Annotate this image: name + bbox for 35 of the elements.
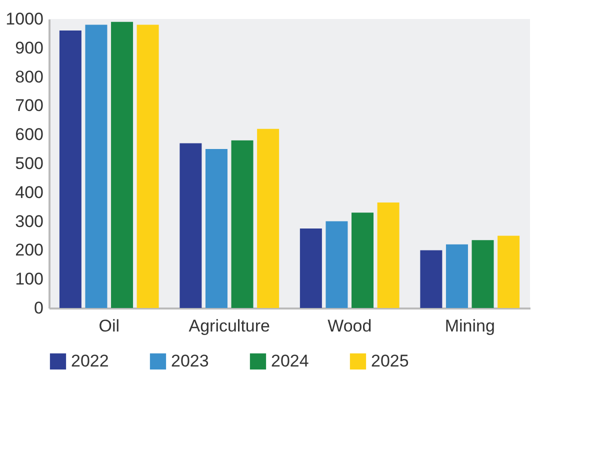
bar xyxy=(180,143,202,308)
legend-label: 2023 xyxy=(171,351,209,370)
legend-label: 2025 xyxy=(371,351,409,370)
bar xyxy=(231,140,254,308)
y-tick-label: 400 xyxy=(15,182,44,202)
x-tick-label: Mining xyxy=(444,316,495,336)
bar xyxy=(472,240,494,308)
y-tick-label: 800 xyxy=(15,67,44,86)
y-tick-label: 300 xyxy=(15,212,44,231)
bar xyxy=(205,149,228,308)
bar xyxy=(111,22,134,308)
y-tick-label: 500 xyxy=(15,154,44,173)
y-tick-label: 900 xyxy=(15,38,44,58)
y-tick-label: 0 xyxy=(34,298,44,318)
bar xyxy=(498,236,520,308)
legend-label: 2024 xyxy=(271,351,309,370)
y-tick-label: 700 xyxy=(15,96,44,116)
bar xyxy=(446,244,468,308)
x-tick-label: Agriculture xyxy=(188,316,270,336)
bar xyxy=(59,30,82,308)
bar xyxy=(300,228,322,308)
bar xyxy=(377,202,400,308)
x-tick-label: Oil xyxy=(98,316,120,336)
y-tick-label: 600 xyxy=(15,125,44,144)
bar xyxy=(352,212,374,308)
y-tick-label: 1000 xyxy=(6,10,44,28)
y-tick-label: 200 xyxy=(15,240,44,260)
y-tick-label: 100 xyxy=(15,270,44,289)
bar xyxy=(257,128,280,308)
bar xyxy=(326,221,348,308)
x-tick-label: Wood xyxy=(328,316,372,336)
bar xyxy=(136,24,159,308)
bar xyxy=(85,24,108,308)
bar xyxy=(420,250,442,308)
legend-label: 2022 xyxy=(71,351,109,370)
